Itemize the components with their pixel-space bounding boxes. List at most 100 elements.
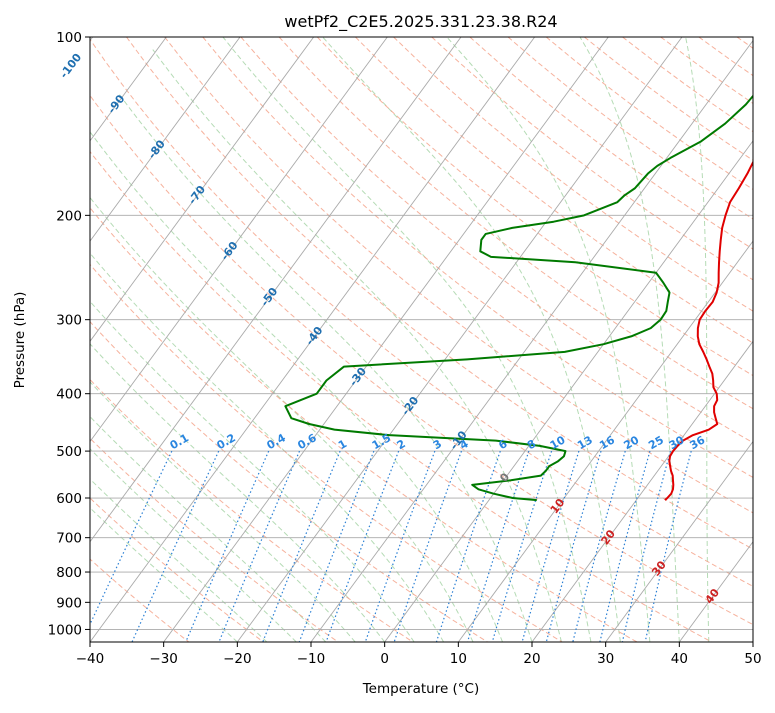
- isotherm-label: -100: [57, 51, 84, 81]
- mixing-ratio-line: [435, 450, 501, 642]
- isotherm-label: -70: [186, 183, 209, 207]
- moist-adiabat: [90, 252, 445, 642]
- isotherm-line: [163, 37, 609, 642]
- dry-adiabat: [431, 37, 753, 281]
- y-tick-label: 900: [56, 595, 82, 611]
- isotherm-line: [384, 140, 753, 642]
- moist-adiabat: [90, 381, 356, 642]
- x-tick-label: −20: [223, 651, 252, 667]
- dry-adiabat: [90, 437, 340, 642]
- moist-adiabat: [152, 49, 562, 642]
- y-tick-label: 100: [56, 30, 82, 46]
- moist-adiabat: [90, 507, 238, 642]
- x-tick-label: −40: [76, 651, 105, 667]
- moist-adiabat: [90, 196, 474, 642]
- mixing-ratio-line: [364, 450, 436, 642]
- dry-adiabat: [90, 320, 489, 642]
- mixing-ratio-line: [599, 450, 651, 642]
- axes: −40 −30 −20 −10 0 10 20 30 40 50 100 200 300 400 500 60…: [48, 30, 762, 667]
- isotherm-line: [678, 541, 753, 642]
- mixing-ratio-line: [325, 450, 400, 642]
- moist-adiabat: [90, 448, 297, 642]
- mixing-ratio-label: 0.2: [215, 431, 238, 452]
- isotherm-line: [90, 37, 536, 642]
- dry-adiabat: [355, 37, 753, 344]
- x-axis-label: Temperature (°C): [362, 681, 480, 697]
- dry-adiabat: [240, 37, 753, 444]
- moist-adiabat: [90, 343, 386, 642]
- mixing-ratio-label: 1: [336, 437, 349, 452]
- dry-adiabat: [202, 37, 753, 478]
- dewpoint-profile: [284, 94, 753, 502]
- isotherm-label: 30: [649, 558, 669, 578]
- isotherm-label: -60: [218, 239, 241, 263]
- dry-adiabat: [545, 37, 753, 190]
- moist-adiabat: [90, 300, 415, 642]
- isotherm-line: [90, 37, 167, 142]
- x-tick-label: 20: [523, 651, 540, 667]
- y-tick-label: 500: [56, 444, 82, 460]
- mixing-ratio-label: 20: [621, 433, 641, 452]
- isotherm-line: [236, 37, 683, 642]
- dry-adiabat: [698, 37, 753, 77]
- mixing-ratio-label: 2: [395, 437, 408, 452]
- isotherm-label: -50: [258, 285, 281, 309]
- dry-adiabat: [164, 37, 753, 514]
- isotherm-label: 10: [548, 496, 568, 516]
- isotherm-line: [90, 37, 462, 543]
- y-tick-label: 700: [56, 531, 82, 547]
- dry-adiabat: [90, 38, 753, 587]
- x-tick-label: 30: [597, 651, 614, 667]
- mixing-ratio-line: [185, 450, 270, 642]
- mixing-ratio-line: [131, 450, 220, 642]
- dry-adiabat: [90, 207, 639, 642]
- mixing-ratio-line: [572, 450, 626, 642]
- mixing-ratio-line: [491, 450, 553, 642]
- isotherm-label: 40: [702, 586, 722, 606]
- isotherm-label: -30: [347, 365, 370, 389]
- dry-adiabat: [90, 263, 564, 642]
- mixing-ratio-label: 0.1: [168, 431, 191, 452]
- mixing-ratio-label: 3: [431, 437, 444, 452]
- isotherm-line: [90, 37, 241, 242]
- temperature-profile: [664, 160, 753, 501]
- dry-adiabat: [126, 37, 753, 550]
- isotherm-line: [310, 39, 753, 642]
- mixing-ratio-line: [545, 450, 602, 642]
- plot-frame: [89, 36, 754, 643]
- y-tick-label: 600: [56, 491, 82, 507]
- mixing-ratio-line: [466, 450, 530, 642]
- isotherm-label: 20: [598, 527, 618, 547]
- moist-adiabat: [446, 37, 651, 642]
- y-tick-label: 1000: [48, 622, 82, 638]
- dry-adiabat: [90, 94, 753, 626]
- mixing-ratio-label: 0.4: [265, 431, 289, 452]
- dry-adiabat: [469, 37, 753, 250]
- moist-adiabat: [222, 37, 592, 642]
- data-series: [284, 94, 753, 502]
- x-tick-label: 40: [671, 651, 688, 667]
- x-tick-label: −30: [149, 651, 178, 667]
- isotherm-label: -90: [105, 92, 128, 116]
- mixing-ratio-label: 0.6: [295, 431, 319, 452]
- dry-adiabat: [90, 150, 713, 642]
- y-tick-label: 300: [56, 313, 82, 329]
- y-tick-label: 200: [56, 208, 82, 224]
- mixing-ratio-line: [644, 450, 692, 642]
- isotherm-line: [90, 37, 315, 343]
- isotherm-line: [457, 240, 753, 642]
- isotherm-line: [90, 37, 388, 443]
- mixing-ratio-label: 10: [548, 433, 568, 452]
- y-tick-label: 400: [56, 387, 82, 403]
- x-tick-label: 0: [380, 651, 389, 667]
- isotherm-line: [752, 641, 753, 642]
- y-axis-label: Pressure (hPa): [12, 292, 28, 389]
- isotherm-label: -80: [146, 137, 169, 161]
- chart-title: wetPf2_C2E5.2025.331.23.38.R24: [284, 12, 557, 32]
- dry-adiabat: [90, 497, 265, 642]
- moist-adiabat: [579, 37, 680, 642]
- dry-adiabat: [90, 558, 190, 642]
- dry-adiabat: [736, 37, 753, 49]
